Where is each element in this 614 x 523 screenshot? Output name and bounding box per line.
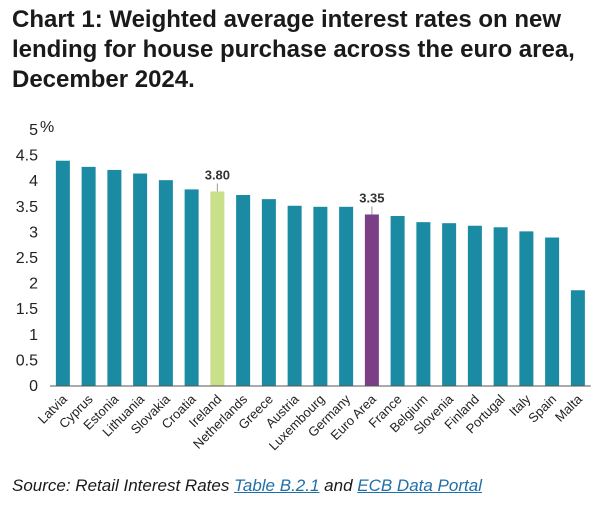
bar-ireland (210, 191, 225, 386)
bar-slovenia (442, 223, 457, 386)
bar-lithuania (133, 173, 148, 386)
chart-title: Chart 1: Weighted average interest rates… (12, 6, 575, 93)
bar-luxembourg (313, 206, 328, 386)
source-middle: and (319, 476, 358, 495)
y-tick-label: 4.5 (16, 148, 38, 165)
bar-spain (545, 237, 560, 386)
y-tick-label: 2.5 (16, 250, 38, 267)
y-tick-label: 3.5 (16, 199, 38, 216)
bars (55, 160, 585, 386)
x-tick-label: Malta (552, 391, 586, 425)
bar-portugal (493, 227, 508, 386)
bar-austria (287, 205, 302, 386)
y-tick-label: 2 (29, 276, 38, 293)
y-tick-label: 3 (29, 224, 38, 241)
bar-finland (467, 225, 482, 386)
data-label: 3.80 (205, 167, 230, 182)
ecb-data-portal-link[interactable]: ECB Data Portal (357, 476, 482, 495)
y-axis: 0 0.5 1 1.5 2 2.5 3 3.5 4 4.5 5% (16, 119, 54, 395)
bar-chart: 0 0.5 1 1.5 2 2.5 3 3.5 4 4.5 5% 3.80 3.35 LatviaCy… (16, 119, 591, 453)
table-b21-link[interactable]: Table B.2.1 (234, 476, 320, 495)
source-note: Source: Retail Interest Rates Table B.2.… (12, 476, 482, 496)
y-tick-label: 0 (29, 378, 38, 395)
bar-germany (339, 206, 354, 386)
y-axis-unit: % (40, 119, 54, 136)
bar-latvia (55, 160, 70, 386)
bar-malta (570, 290, 585, 386)
bar-netherlands (236, 195, 251, 386)
data-labels: 3.80 3.35 (205, 167, 385, 215)
bar-italy (519, 231, 534, 386)
y-tick-label: 5 (29, 122, 38, 139)
y-tick-label: 0.5 (16, 352, 38, 369)
bar-euro-area (364, 214, 379, 386)
data-label: 3.35 (359, 190, 384, 205)
bar-greece (261, 199, 276, 386)
y-tick-label: 4 (29, 173, 38, 190)
bar-estonia (107, 169, 122, 386)
bar-belgium (416, 222, 431, 386)
bar-croatia (184, 189, 199, 386)
source-prefix: Source: Retail Interest Rates (12, 476, 235, 495)
y-tick-label: 1.5 (16, 301, 38, 318)
x-axis: LatviaCyprusEstoniaLithuaniaSlovakiaCroa… (35, 385, 591, 453)
bar-slovakia (158, 180, 173, 386)
x-tick-label: Spain (525, 392, 559, 426)
bar-france (390, 216, 405, 386)
y-tick-label: 1 (29, 327, 38, 344)
bar-cyprus (81, 166, 96, 386)
